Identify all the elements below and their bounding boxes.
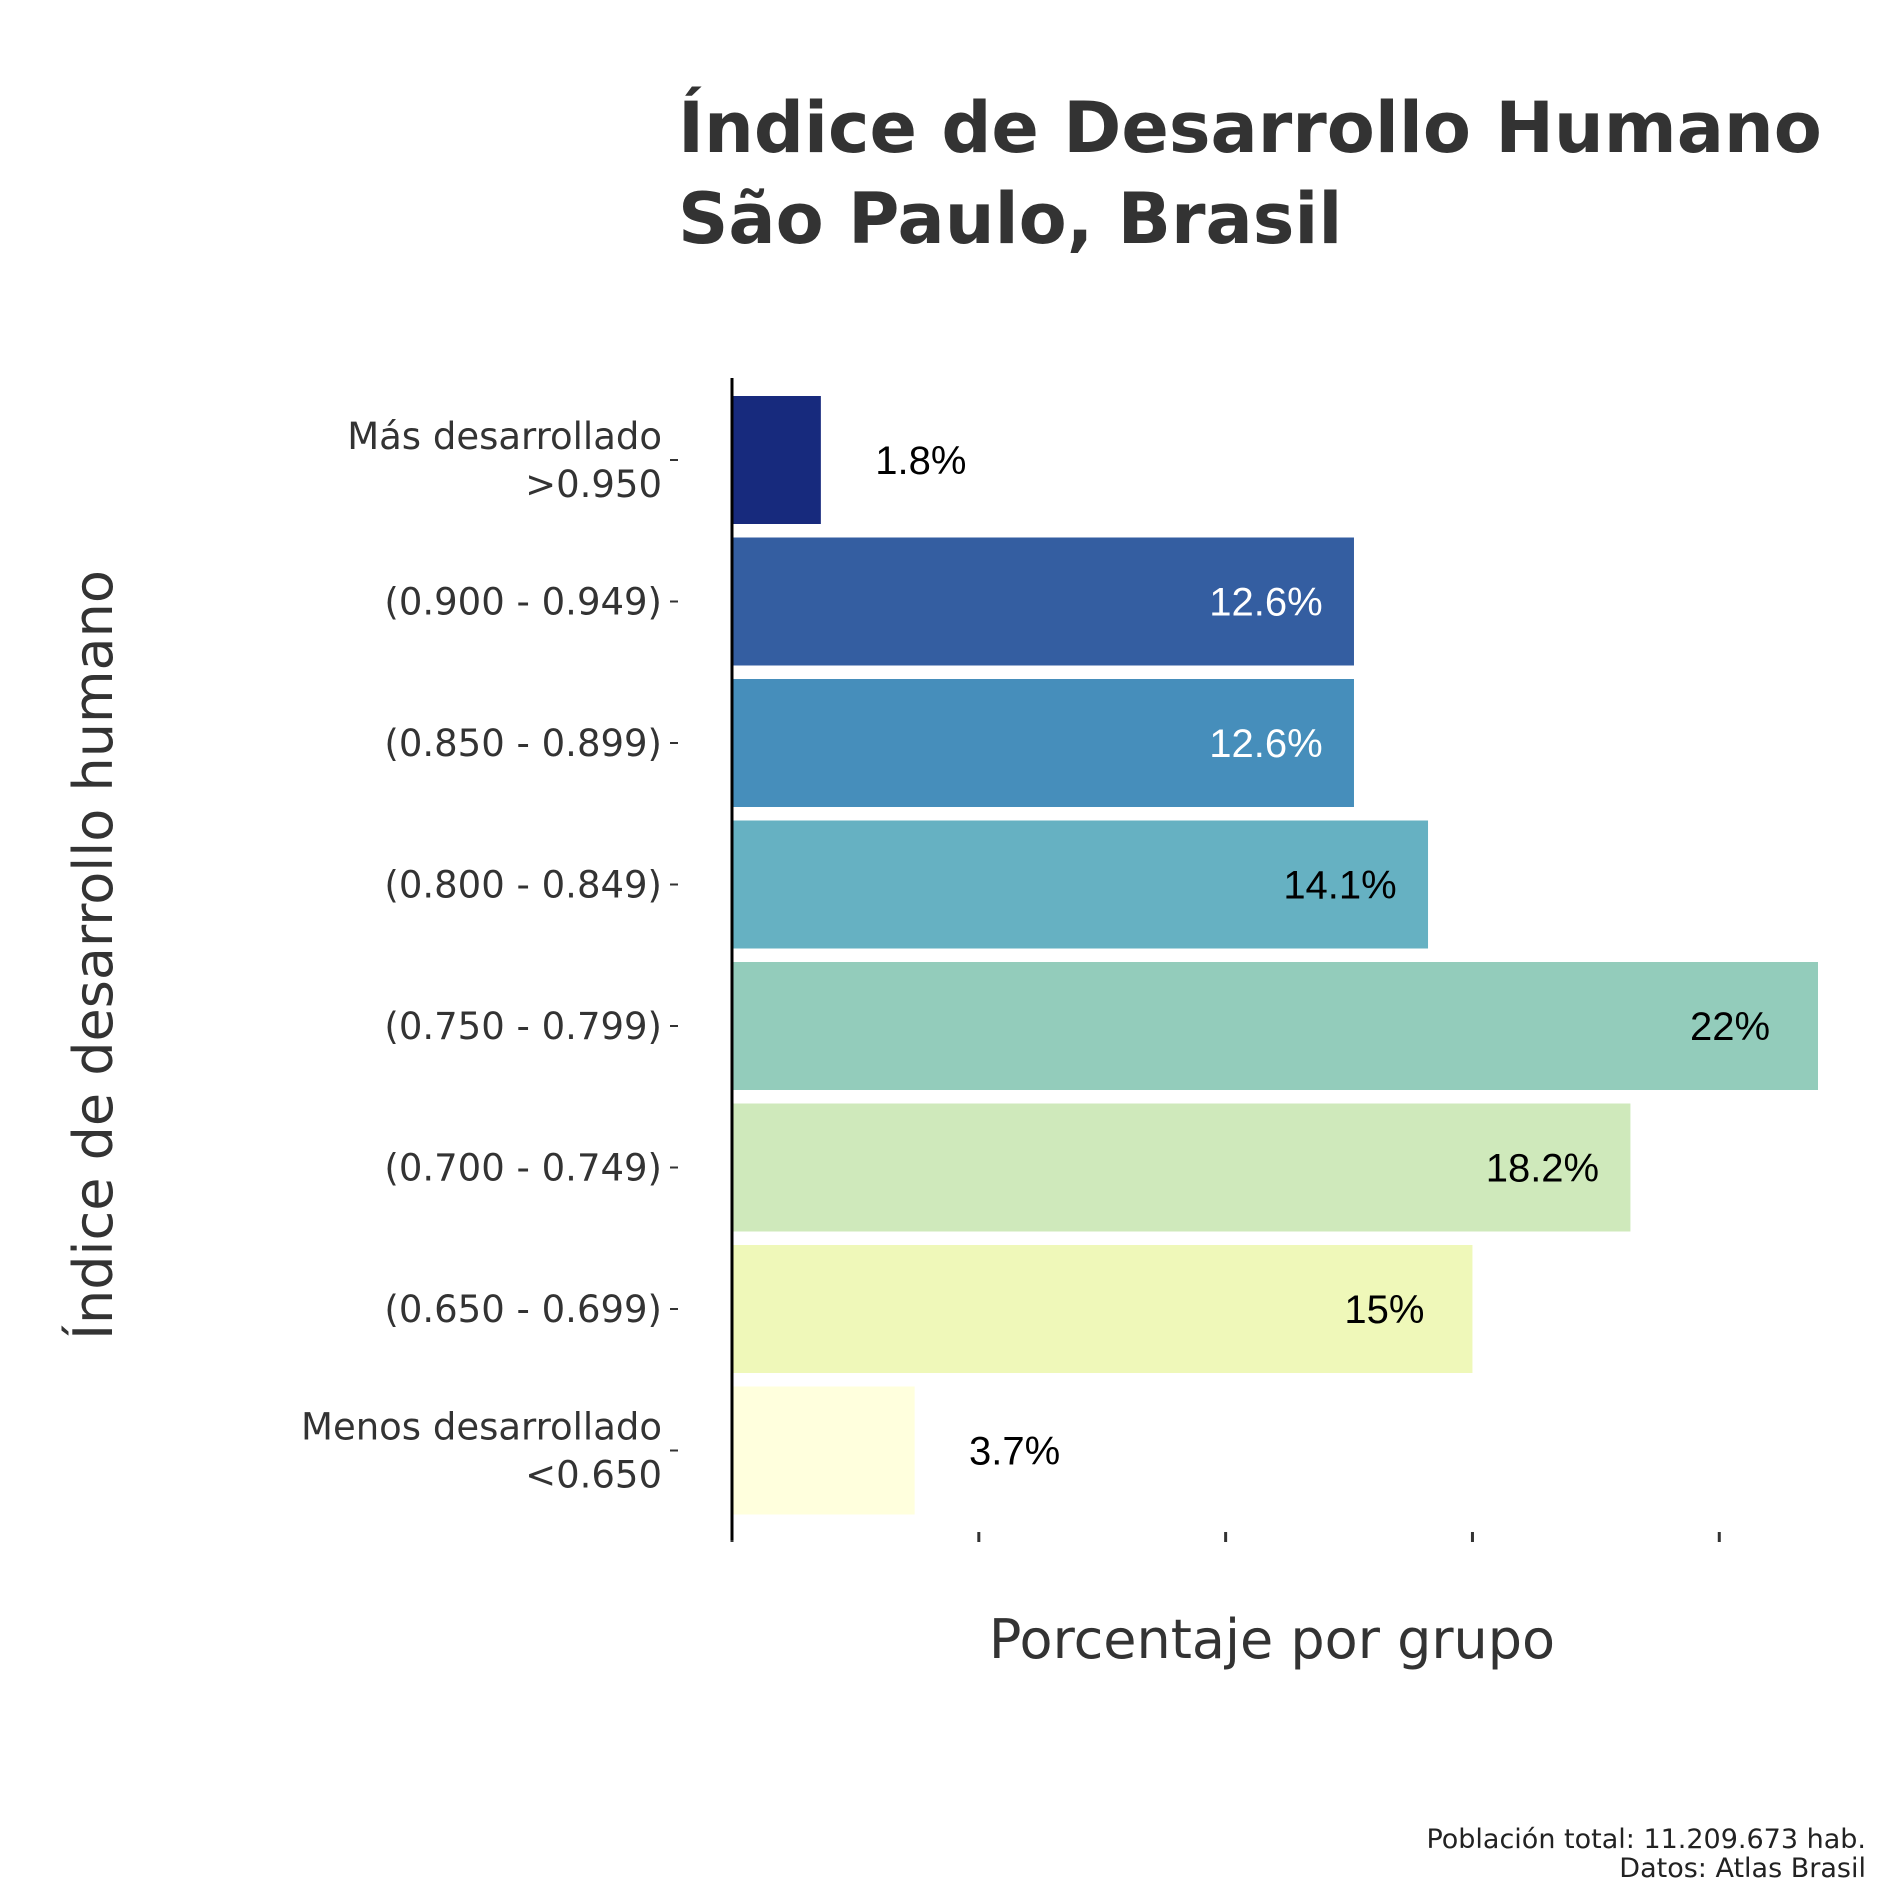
caption-population: Población total: 11.209.673 hab. <box>1426 1824 1866 1855</box>
bar-6 <box>732 1245 1473 1373</box>
data-label-5: 18.2% <box>1486 1147 1599 1191</box>
y-tick-label-3: (0.800 - 0.849) <box>384 864 662 907</box>
chart-title: Índice de Desarrollo Humano São Paulo, B… <box>678 87 1822 260</box>
y-tick-label-5: (0.700 - 0.749) <box>384 1147 662 1190</box>
chart-title-line-1: Índice de Desarrollo Humano <box>678 87 1822 169</box>
bar-2 <box>732 679 1354 807</box>
data-label-7: 3.7% <box>969 1430 1060 1474</box>
y-axis-title: Índice de desarrollo humano <box>62 570 125 1340</box>
data-label-1: 12.6% <box>1209 581 1322 625</box>
bar-5 <box>732 1103 1631 1232</box>
y-tick-label-0: Más desarrollado >0.950 <box>347 415 662 506</box>
bar-7 <box>732 1386 915 1515</box>
bar-3 <box>732 820 1429 949</box>
data-label-0: 1.8% <box>875 439 966 483</box>
caption-source: Datos: Atlas Brasil <box>1619 1853 1866 1880</box>
y-tick-label-4: (0.750 - 0.799) <box>384 1005 662 1048</box>
y-tick-label-1: (0.900 - 0.949) <box>384 581 662 624</box>
caption: Población total: 11.209.673 hab. Datos: … <box>1426 1824 1866 1880</box>
data-label-3: 14.1% <box>1283 864 1396 908</box>
y-tick-label-6: (0.650 - 0.699) <box>384 1288 662 1331</box>
bar-1 <box>732 537 1354 666</box>
y-tick-label-7: Menos desarrollado <0.650 <box>301 1406 662 1497</box>
y-tick-label-2: (0.850 - 0.899) <box>384 722 662 765</box>
bar-0 <box>732 396 821 524</box>
chart-title-line-2: São Paulo, Brasil <box>678 178 1342 260</box>
bars-group: 1.8% 12.6% 12.6% 14.1% 22% 18.2% 15% 3.7% <box>732 396 1818 1515</box>
data-label-6: 15% <box>1344 1288 1424 1332</box>
bar-4 <box>732 962 1818 1090</box>
data-label-4: 22% <box>1690 1005 1770 1049</box>
x-axis-title: Porcentaje por grupo <box>989 1608 1555 1671</box>
tick-group: Más desarrollado >0.950 (0.900 - 0.949) (0.… <box>301 415 1721 1542</box>
data-label-2: 12.6% <box>1209 722 1322 766</box>
